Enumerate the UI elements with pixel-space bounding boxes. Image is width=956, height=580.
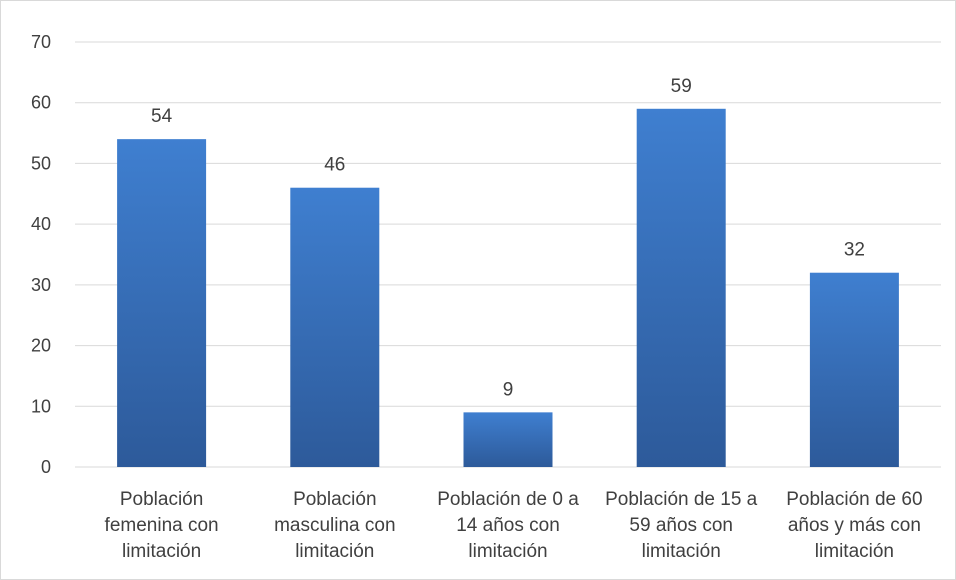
data-label-3: 59 — [671, 76, 692, 97]
data-label-4: 32 — [844, 240, 865, 261]
x-axis-categories: Población femenina con limitaciónPoblación… — [105, 489, 923, 562]
x-category-line: Población de 15 a — [605, 489, 758, 510]
data-label-1: 46 — [324, 155, 345, 176]
gridlines — [75, 41, 941, 468]
x-category-line: limitación — [468, 541, 547, 562]
x-category-line: limitación — [122, 541, 201, 562]
y-tick-label-6: 60 — [31, 93, 51, 113]
x-category-label-0: Población femenina con limitación — [105, 489, 219, 562]
x-category-line: limitación — [642, 541, 721, 562]
x-category-line: limitación — [815, 541, 894, 562]
y-tick-label-2: 20 — [31, 336, 51, 356]
x-category-line: limitación — [295, 541, 374, 562]
x-category-line: femenina con — [105, 515, 219, 536]
bar-0 — [117, 139, 207, 467]
y-tick-label-3: 30 — [31, 275, 51, 295]
bar-3 — [636, 108, 726, 468]
y-tick-label-7: 70 — [31, 32, 51, 52]
bar-4 — [809, 272, 899, 467]
x-category-line: Población — [120, 489, 203, 510]
data-labels: 54 46 9 59 32 — [151, 76, 865, 401]
data-label-2: 9 — [503, 379, 514, 400]
x-category-line: 14 años con — [456, 515, 560, 536]
x-category-line: Población de 0 a — [437, 489, 579, 510]
x-category-line: Población — [293, 489, 376, 510]
y-tick-label-5: 50 — [31, 153, 51, 173]
x-category-line: Población de 60 — [786, 489, 922, 510]
x-category-label-4: Población de 60 años y más con limitación — [786, 489, 922, 562]
x-category-line: años y más con — [788, 515, 921, 536]
x-category-label-1: Población masculina con limitación — [274, 489, 395, 562]
bar-2 — [463, 412, 553, 467]
data-label-0: 54 — [151, 106, 173, 127]
x-category-label-2: Población de 0 a 14 años con limitación — [437, 489, 579, 562]
x-category-label-3: Población de 15 a 59 años con limitación — [605, 489, 758, 562]
bar-1 — [290, 187, 380, 467]
y-axis-ticks: 0 10 20 30 40 50 60 70 — [31, 32, 51, 477]
bars — [117, 108, 899, 468]
x-category-line: 59 años con — [629, 515, 733, 536]
x-category-line: masculina con — [274, 515, 395, 536]
y-tick-label-4: 40 — [31, 214, 51, 234]
y-tick-label-1: 10 — [31, 396, 51, 416]
y-tick-label-0: 0 — [41, 457, 51, 477]
